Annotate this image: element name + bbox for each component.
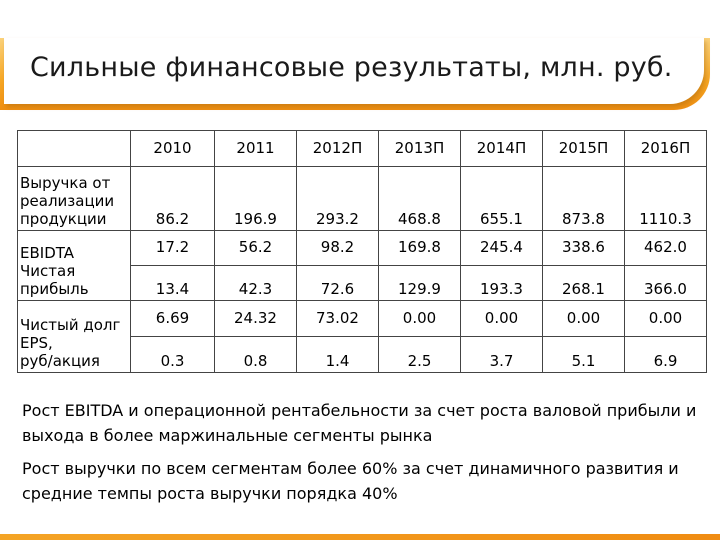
table-row: 0.3 0.8 1.4 2.5 3.7 5.1 6.9	[18, 336, 707, 373]
table-header-row: 2010 2011 2012П 2013П 2014П 2015П 2016П	[17, 130, 707, 167]
table-cell: 366.0	[624, 265, 707, 301]
row-label: Выручка от реализации продукции	[17, 166, 131, 231]
bottom-accent-bar	[0, 534, 720, 540]
table-cell: 2.5	[378, 336, 461, 373]
table-cell: 169.8	[378, 230, 461, 266]
table-cell: 6.69	[130, 300, 215, 337]
table-cell: 6.9	[624, 336, 707, 373]
page-title: Сильные финансовые результаты, млн. руб.	[30, 52, 673, 83]
table-cell: 468.8	[378, 166, 461, 231]
table-cell: 17.2	[130, 230, 215, 266]
row-label: Чистый долг EPS, руб/акция	[17, 300, 131, 373]
results-table: 2010 2011 2012П 2013П 2014П 2015П 2016П …	[17, 130, 707, 373]
table-cell: 196.9	[214, 166, 297, 231]
table-cell: 73.02	[296, 300, 379, 337]
table-cell: 245.4	[460, 230, 543, 266]
header-cell: 2012П	[296, 130, 379, 167]
table-cell: 655.1	[460, 166, 543, 231]
header-cell	[17, 130, 131, 167]
table-cell: 129.9	[378, 265, 461, 301]
table-cell: 56.2	[214, 230, 297, 266]
note-revenue: Рост выручки по всем сегментам более 60%…	[22, 459, 679, 503]
header-cell: 2010	[130, 130, 215, 167]
header-cell: 2013П	[378, 130, 461, 167]
table-cell: 0.00	[542, 300, 625, 337]
title-panel	[4, 38, 704, 104]
table-cell: 193.3	[460, 265, 543, 301]
header-cell: 2015П	[542, 130, 625, 167]
table-cell: 0.00	[460, 300, 543, 337]
table-row: EBIDTA Чистая прибыль 17.2 56.2 98.2 169…	[17, 230, 707, 301]
table-row: Выручка от реализации продукции 86.2 196…	[17, 166, 707, 231]
table-cell: 293.2	[296, 166, 379, 231]
table-cell: 268.1	[542, 265, 625, 301]
table-cell: 13.4	[130, 265, 215, 301]
notes: Рост EBITDA и операционной рентабельност…	[22, 398, 702, 514]
table-cell: 42.3	[214, 265, 297, 301]
table-cell: 0.00	[378, 300, 461, 337]
table-cell: 98.2	[296, 230, 379, 266]
table-row: Чистый долг EPS, руб/акция 6.69 24.32 73…	[17, 300, 707, 373]
table-cell: 24.32	[214, 300, 297, 337]
table-cell: 1110.3	[624, 166, 707, 231]
header-cell: 2011	[214, 130, 297, 167]
table-cell: 0.00	[624, 300, 707, 337]
header-cell: 2014П	[460, 130, 543, 167]
table-cell: 873.8	[542, 166, 625, 231]
table-cell: 0.3	[130, 336, 215, 373]
table-row: 13.4 42.3 72.6 129.9 193.3 268.1 366.0	[18, 265, 707, 301]
table-cell: 72.6	[296, 265, 379, 301]
table-cell: 1.4	[296, 336, 379, 373]
table-cell: 3.7	[460, 336, 543, 373]
table-cell: 462.0	[624, 230, 707, 266]
note-ebitda: Рост EBITDA и операционной рентабельност…	[22, 401, 697, 445]
table-cell: 0.8	[214, 336, 297, 373]
table-cell: 86.2	[130, 166, 215, 231]
header-cell: 2016П	[624, 130, 707, 167]
table-cell: 5.1	[542, 336, 625, 373]
table-cell: 338.6	[542, 230, 625, 266]
row-label: EBIDTA Чистая прибыль	[17, 230, 131, 301]
